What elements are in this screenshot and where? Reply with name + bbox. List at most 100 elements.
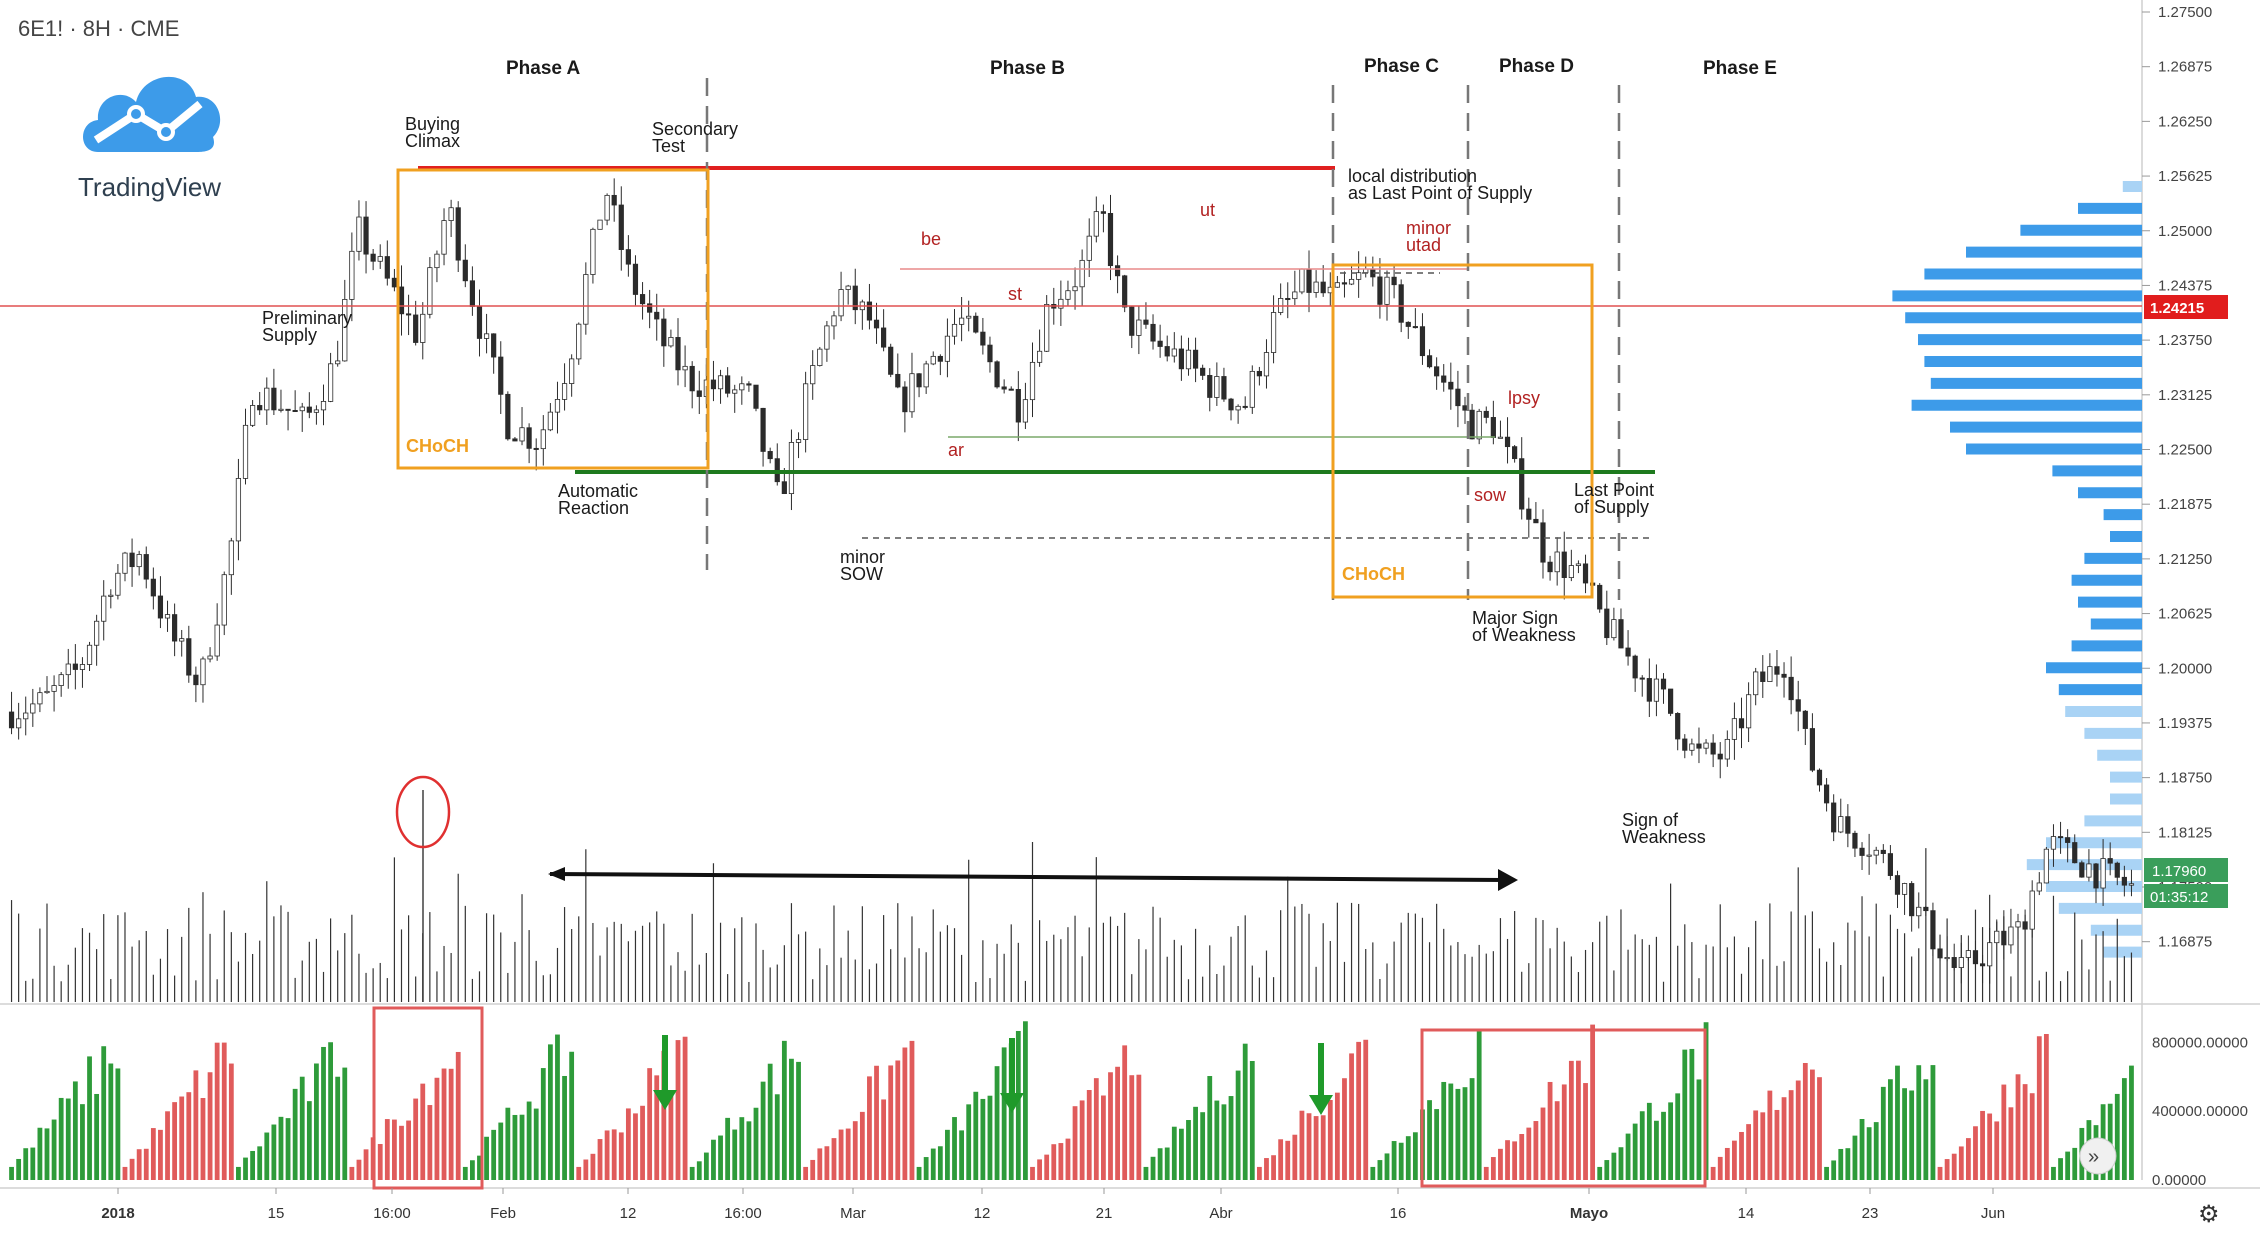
osc-bar-green (1434, 1109, 1440, 1180)
candle-up (831, 315, 837, 327)
buying-climax-label-2: Climax (405, 131, 460, 151)
osc-bar-green (1682, 1049, 1688, 1180)
osc-bar-red (1101, 1095, 1106, 1180)
secondary-test-label-2: Test (652, 136, 685, 156)
osc-bar-green (739, 1117, 745, 1180)
candle-down (1625, 647, 1631, 657)
candle-up (1270, 312, 1277, 353)
minor-sow-label-1: minor (840, 547, 885, 567)
osc-bar-green (1845, 1148, 1851, 1180)
candle-up (1348, 278, 1355, 285)
candle-down (391, 277, 398, 288)
volume-profile-bar (1966, 246, 2142, 258)
candle-up (207, 655, 213, 660)
osc-bar-green (321, 1046, 326, 1180)
candle-up (1958, 957, 1964, 968)
settings-gear-icon[interactable]: ⚙ (2198, 1201, 2220, 1228)
candle-up (1916, 906, 1922, 917)
osc-bar-green (1178, 1128, 1184, 1180)
candle-down (1930, 910, 1936, 950)
candle-up (1987, 942, 1993, 967)
osc-bar-red (576, 1166, 582, 1180)
candle-down (1341, 282, 1348, 285)
candle-down (498, 356, 504, 395)
range-arrow-line (549, 872, 1506, 882)
candle-up (427, 267, 433, 315)
candle-up (179, 638, 185, 642)
candle-up (242, 424, 249, 479)
time-tick-label: 16:00 (724, 1205, 762, 1222)
candle-up (2043, 848, 2049, 884)
osc-bar-green (484, 1136, 489, 1180)
osc-bar-green (1001, 1047, 1007, 1180)
osc-bar-red (1334, 1092, 1340, 1180)
candle-down (1200, 367, 1206, 376)
osc-bar-green (30, 1147, 36, 1180)
osc-bar-green (1611, 1152, 1617, 1180)
osc-bar-red (1739, 1131, 1744, 1180)
osc-bar-red (1724, 1147, 1730, 1180)
candle-down (143, 554, 149, 580)
osc-bar-red (888, 1065, 894, 1180)
candle-down (476, 306, 483, 339)
osc-bar-green (1689, 1048, 1695, 1180)
volume-profile-bar (2122, 181, 2142, 192)
osc-bar-red (1788, 1090, 1794, 1180)
candle-up (1299, 268, 1305, 293)
price-tick-label: 1.23125 (2158, 387, 2212, 404)
candle-up (30, 703, 36, 714)
secondary-test-label-1: Secondary (652, 119, 738, 139)
osc-bar-green (1668, 1102, 1674, 1180)
candle-up (944, 335, 951, 362)
osc-bar-green (94, 1093, 100, 1180)
osc-bar-red (1271, 1155, 1276, 1180)
osc-bar-red (1320, 1115, 1326, 1180)
candle-down (1816, 769, 1823, 786)
volume-profile-bar (2058, 684, 2142, 696)
candle-up (547, 411, 553, 431)
candle-up (65, 663, 71, 676)
candle-down (661, 318, 667, 347)
candle-down (710, 379, 717, 390)
candle-down (647, 303, 653, 313)
volume-profile-bar (1892, 290, 2142, 302)
candle-down (1178, 348, 1184, 370)
osc-bar-red (895, 1060, 901, 1180)
candle-down (1618, 619, 1624, 649)
candle-down (1320, 281, 1326, 294)
osc-bar-red (434, 1077, 440, 1180)
osc-bar-green (505, 1107, 511, 1180)
time-tick-label: 21 (1096, 1205, 1113, 1222)
candle-up (235, 478, 242, 542)
candle-down (1582, 563, 1589, 584)
osc-bar-red (1590, 1024, 1596, 1180)
osc-bar-green (1661, 1111, 1666, 1180)
osc-bar-green (2051, 1166, 2056, 1180)
osc-bar-red (1505, 1140, 1510, 1180)
osc-bar-red (1561, 1084, 1567, 1180)
osc-bar-red (625, 1108, 631, 1180)
osc-bar-green (2107, 1103, 2113, 1180)
osc-bar-red (1079, 1100, 1085, 1180)
scroll-to-latest-button[interactable]: » (2079, 1137, 2117, 1175)
volume-profile-bar (2103, 509, 2142, 521)
osc-bar-green (1618, 1147, 1624, 1180)
osc-bar-green (1405, 1136, 1411, 1180)
price-axis: 1.27500 1.26875 1.26250 1.25625 1.25000 1.243… (2142, 4, 2212, 951)
price-tick-label: 1.23750 (2158, 332, 2212, 349)
osc-bar-red (1937, 1166, 1943, 1180)
candle-up (2100, 858, 2106, 889)
candle-down (1164, 346, 1170, 357)
osc-bar-red (179, 1096, 185, 1180)
osc-bar-red (1512, 1141, 1518, 1180)
osc-bar-green (526, 1101, 532, 1180)
choch-label-c: CHoCH (1342, 564, 1405, 584)
time-tick-label: Mayo (1570, 1205, 1608, 1222)
candle-up (1965, 950, 1971, 958)
candle-down (973, 315, 979, 333)
osc-bar-green (292, 1088, 298, 1180)
osc-bar-red (1944, 1159, 1950, 1180)
osc-bar-red (881, 1099, 887, 1180)
candle-down (1859, 847, 1865, 856)
